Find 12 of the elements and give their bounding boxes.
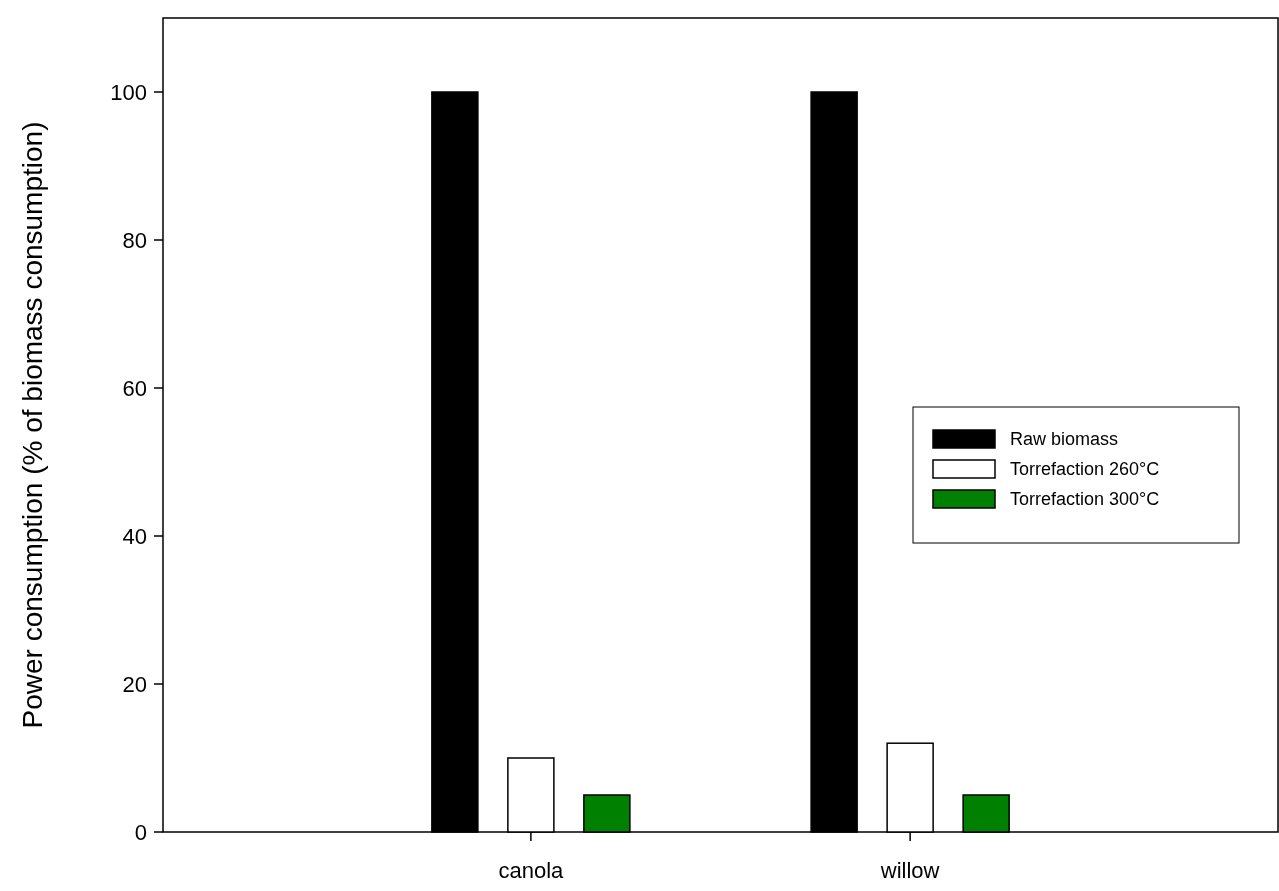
legend-label: Raw biomass — [1010, 429, 1119, 450]
x-tick-label: willow — [879, 858, 940, 883]
y-tick-label: 100 — [110, 79, 147, 105]
y-tick-label: 0 — [134, 819, 147, 845]
y-tick-label: 20 — [122, 671, 147, 697]
x-tick-label: canola — [498, 858, 565, 883]
legend-label: Torrefaction 260°C — [1010, 459, 1160, 480]
legend-label: Torrefaction 300°C — [1010, 489, 1160, 510]
y-tick-label: 40 — [122, 523, 147, 549]
y-tick-label: 80 — [122, 227, 147, 253]
y-tick-label: 60 — [122, 375, 147, 401]
y-axis-title: Power consumption (% of biomass consumption) — [17, 121, 48, 729]
